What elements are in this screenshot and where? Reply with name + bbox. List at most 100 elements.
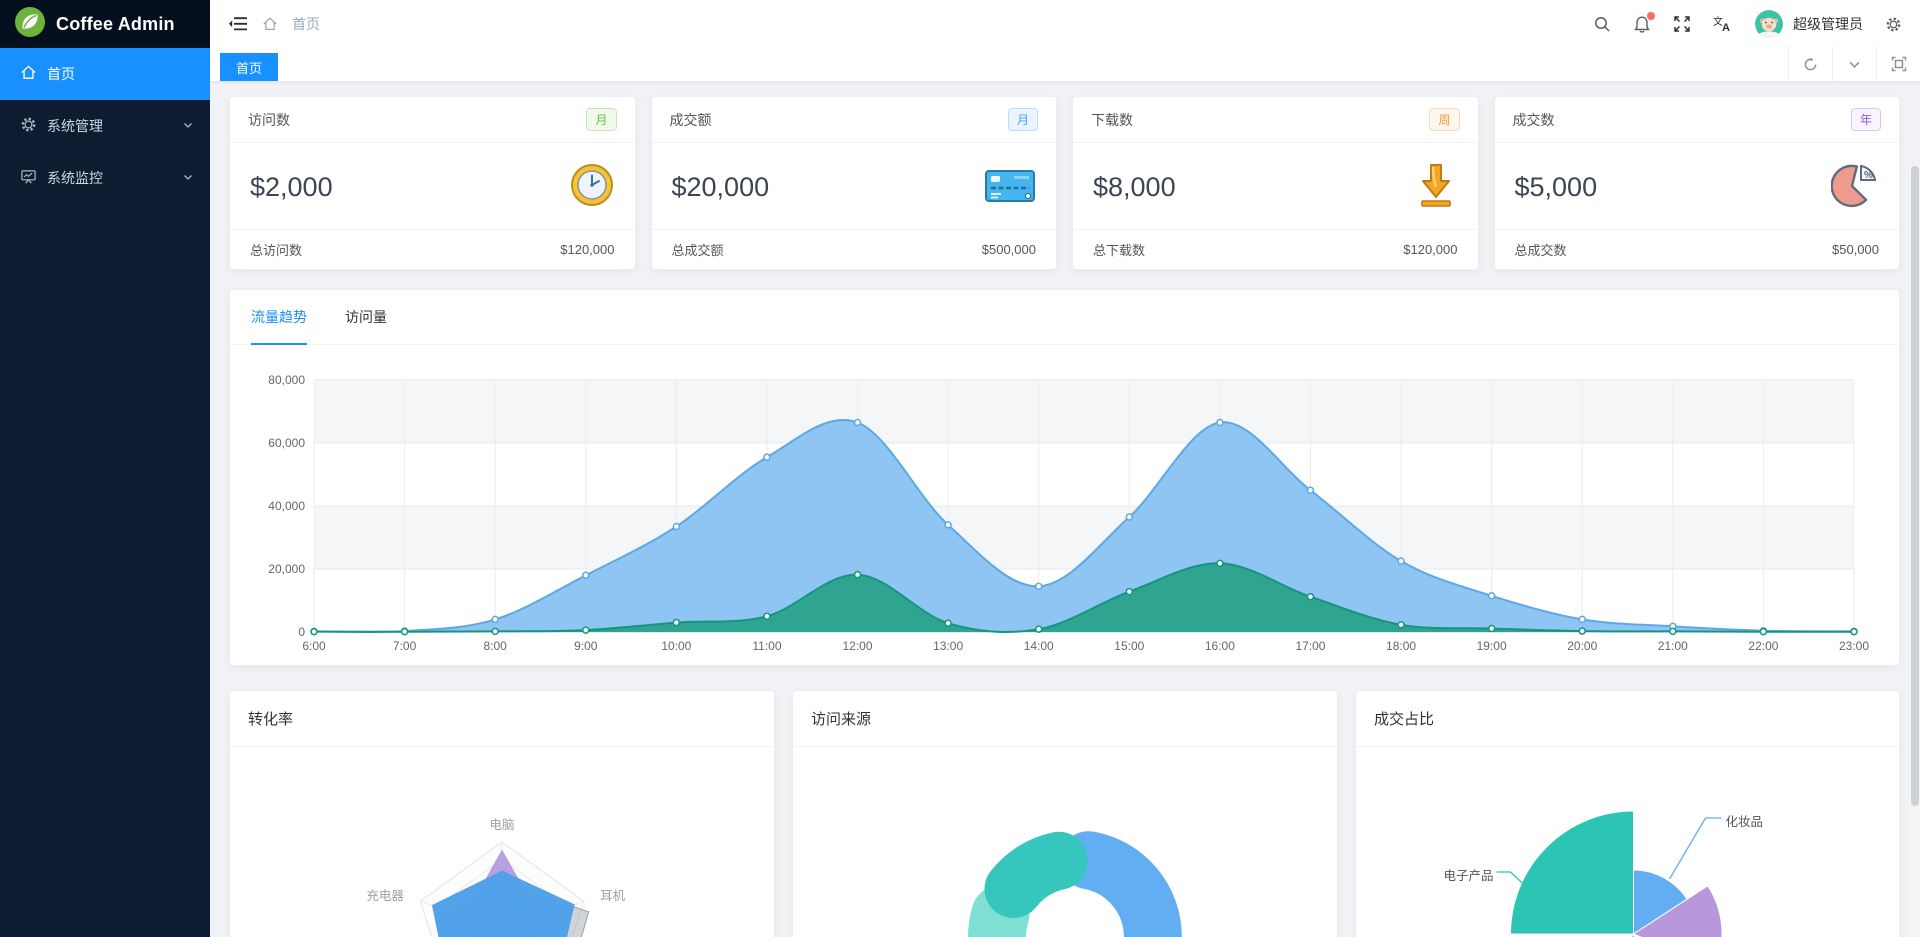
- sidebar-item-home[interactable]: 首页: [0, 48, 210, 100]
- page-scrollbar-thumb[interactable]: [1911, 166, 1919, 806]
- svg-text:0: 0: [298, 625, 305, 639]
- svg-text:19:00: 19:00: [1477, 639, 1507, 653]
- svg-text:充电器: 充电器: [366, 888, 404, 903]
- svg-text:16:00: 16:00: [1205, 639, 1235, 653]
- sidebar-item-label: 首页: [47, 66, 75, 82]
- traffic-trend-area-chart: 0 20,000 40,000 60,000 80,000 6:00 7:00 8:00 9:0…: [230, 345, 1899, 665]
- svg-text:化妆品: 化妆品: [1726, 815, 1764, 829]
- deal-share-card: 成交占比 化妆品 电子产品: [1355, 690, 1900, 937]
- period-badge: 月: [586, 108, 617, 131]
- monitor-icon: [20, 168, 37, 188]
- stat-footer-value: $500,000: [981, 242, 1036, 257]
- notification-bell-icon[interactable]: [1633, 11, 1655, 34]
- stat-title: 下载数: [1091, 111, 1133, 128]
- svg-text:电脑: 电脑: [489, 818, 514, 832]
- visit-source-card: 访问来源: [792, 690, 1338, 937]
- conversion-radar-chart: 电脑耳机 充电器: [230, 747, 774, 937]
- svg-text:80,000: 80,000: [268, 373, 305, 387]
- breadcrumb[interactable]: 首页: [292, 16, 320, 32]
- stat-cards-row: 访问数 月 $2,000: [229, 96, 1900, 270]
- svg-text:60,000: 60,000: [268, 436, 305, 450]
- tab-maximize-icon[interactable]: [1876, 47, 1920, 81]
- sidebar-item-label: 系统管理: [47, 118, 103, 134]
- svg-text:22:00: 22:00: [1748, 639, 1778, 653]
- svg-text:17:00: 17:00: [1295, 639, 1325, 653]
- page-tabbar: 首页: [210, 47, 1920, 82]
- traffic-trend-card: 流量趋势 访问量 0 20,000 40,000 60,000 80,000 6:00 7:…: [229, 289, 1900, 666]
- chevron-down-icon: [182, 118, 194, 134]
- gear-icon: [20, 116, 37, 136]
- settings-gear-icon[interactable]: [1885, 16, 1902, 33]
- period-badge: 年: [1850, 108, 1881, 131]
- main-area: 首页 文 A: [210, 0, 1920, 937]
- svg-text:8:00: 8:00: [483, 639, 507, 653]
- visit-source-donut-chart: [793, 747, 1337, 937]
- stat-footer-value: $120,000: [560, 242, 615, 257]
- clock-icon: [569, 162, 615, 213]
- svg-text:18:00: 18:00: [1386, 639, 1416, 653]
- svg-text:11:00: 11:00: [752, 639, 781, 653]
- bank-card-icon: [984, 165, 1036, 210]
- svg-text:文: 文: [1713, 15, 1723, 28]
- svg-text:%: %: [1864, 170, 1873, 181]
- svg-text:14:00: 14:00: [1024, 639, 1054, 653]
- spring-leaf-logo-icon: [14, 6, 46, 43]
- search-icon[interactable]: [1593, 15, 1611, 33]
- stat-title: 访问数: [248, 111, 290, 128]
- stat-footer-value: $50,000: [1832, 242, 1879, 257]
- chevron-down-icon: [182, 170, 194, 186]
- username[interactable]: 超级管理员: [1793, 16, 1863, 32]
- stat-footer-label: 总成交数: [1514, 243, 1567, 258]
- stat-card-turnover: 成交额 月 $20,000: [650, 96, 1057, 270]
- tab-traffic-trend[interactable]: 流量趋势: [251, 290, 307, 345]
- svg-text:20,000: 20,000: [268, 562, 305, 576]
- stat-card-visits: 访问数 月 $2,000: [229, 96, 636, 270]
- stat-card-deals: 成交数 年 $5,000 %: [1493, 96, 1900, 270]
- svg-text:10:00: 10:00: [661, 639, 691, 653]
- deal-share-rose-chart: 化妆品电子产品: [1356, 747, 1899, 937]
- svg-text:23:00: 23:00: [1839, 639, 1869, 653]
- translate-icon[interactable]: 文 A: [1713, 15, 1733, 33]
- svg-text:电子产品: 电子产品: [1443, 869, 1493, 883]
- period-badge: 月: [1007, 108, 1038, 131]
- refresh-icon[interactable]: [1788, 47, 1832, 81]
- tab-visits[interactable]: 访问量: [345, 309, 387, 325]
- pie-icon: %: [1830, 162, 1879, 213]
- sidebar: Coffee Admin 首页 系统管理: [0, 0, 210, 937]
- stat-footer-label: 总下载数: [1093, 243, 1146, 258]
- conversion-rate-card: 转化率 电脑 耳机 充电器: [229, 690, 775, 937]
- sidebar-item-system-management[interactable]: 系统管理: [0, 100, 210, 152]
- svg-text:15:00: 15:00: [1114, 639, 1144, 653]
- stat-value: $20,000: [671, 171, 770, 202]
- sidebar-collapse-button[interactable]: [228, 15, 248, 33]
- stat-title: 成交额: [669, 111, 712, 128]
- sidebar-menu: 首页 系统管理: [0, 48, 210, 204]
- page-scrollbar[interactable]: [1910, 165, 1920, 937]
- sidebar-item-label: 系统监控: [47, 170, 103, 186]
- fullscreen-icon[interactable]: [1673, 15, 1691, 33]
- stat-card-downloads: 下载数 周 $8,000: [1072, 96, 1479, 270]
- svg-text:耳机: 耳机: [600, 889, 626, 903]
- sidebar-item-system-monitor[interactable]: 系统监控: [0, 152, 210, 204]
- svg-text:20:00: 20:00: [1567, 639, 1597, 653]
- svg-text:21:00: 21:00: [1658, 639, 1688, 653]
- stat-value: $2,000: [250, 171, 333, 202]
- page-content: 访问数 月 $2,000: [210, 82, 1920, 937]
- svg-text:7:00: 7:00: [393, 639, 417, 653]
- trend-tabs: 流量趋势 访问量: [230, 290, 1899, 345]
- svg-text:13:00: 13:00: [933, 639, 963, 653]
- app-logo: Coffee Admin: [0, 0, 210, 48]
- breadcrumb-home-icon[interactable]: [262, 16, 278, 32]
- stat-title: 成交数: [1512, 111, 1555, 128]
- tab-home[interactable]: 首页: [220, 53, 279, 81]
- notification-dot: [1647, 11, 1655, 20]
- tab-dropdown-icon[interactable]: [1832, 47, 1876, 81]
- svg-text:12:00: 12:00: [843, 639, 873, 653]
- svg-text:9:00: 9:00: [574, 639, 598, 653]
- user-avatar[interactable]: [1755, 10, 1783, 38]
- stat-value: $5,000: [1514, 171, 1598, 202]
- stat-footer-label: 总访问数: [250, 243, 303, 258]
- svg-text:40,000: 40,000: [268, 499, 305, 513]
- stat-footer-value: $120,000: [1403, 242, 1458, 257]
